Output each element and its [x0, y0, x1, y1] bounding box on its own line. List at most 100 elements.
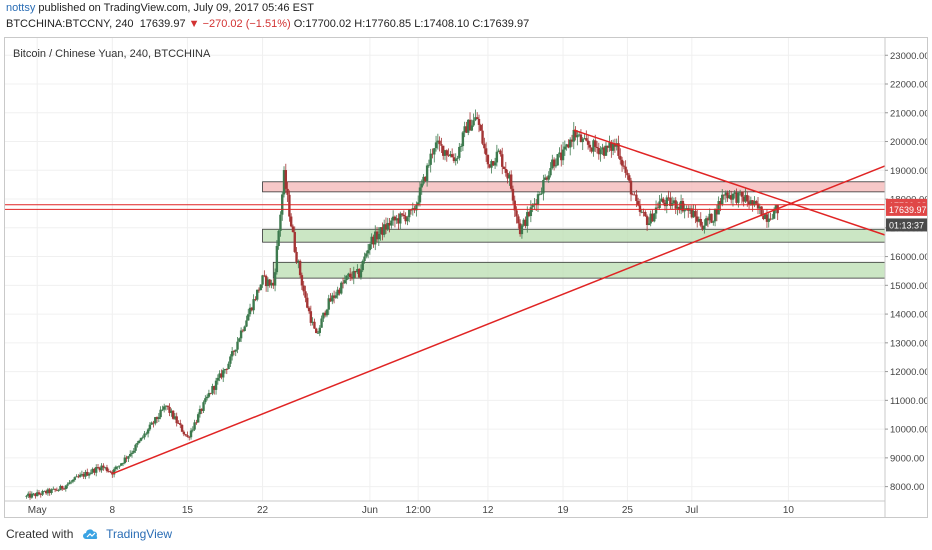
candle-body: [270, 282, 273, 286]
candle-body: [445, 150, 448, 156]
candle-body: [703, 225, 706, 230]
candle-body: [746, 195, 749, 202]
candle-body: [148, 424, 152, 430]
candle-body: [78, 474, 82, 477]
candle-body: [715, 209, 719, 215]
candle-body: [50, 489, 53, 493]
candle-body: [336, 289, 339, 296]
y-tick-0: 8000.00: [890, 482, 924, 493]
candle-body: [134, 444, 137, 451]
candle-body: [728, 195, 731, 199]
candle-body: [619, 155, 622, 160]
candle-body: [243, 326, 246, 331]
candle-body: [645, 216, 649, 225]
candle-body: [107, 471, 110, 472]
candle-body: [765, 214, 769, 222]
candle-body: [569, 139, 572, 148]
author-link[interactable]: nottsy: [6, 2, 36, 14]
tradingview-cloud-icon: [82, 529, 97, 540]
candle-body: [186, 435, 189, 437]
candle-body: [232, 351, 236, 352]
candle-body: [71, 479, 75, 482]
candle-body: [529, 207, 533, 216]
candle-body: [216, 377, 220, 381]
candle-body: [209, 393, 212, 394]
candle-body: [145, 433, 148, 435]
symbol-line: BTCCHINA:BTCCNY, 240 17639.97 ▼ −270.02 …: [6, 18, 529, 30]
candle-body: [712, 221, 715, 223]
candle-body: [438, 140, 441, 145]
candle-body: [302, 285, 305, 292]
price-badge-label-2: 01:13:37: [889, 220, 924, 230]
candle-body: [146, 429, 150, 434]
candle-body: [769, 218, 772, 220]
support-zone-2: [272, 261, 886, 279]
y-tick-5: 13000.00: [890, 338, 927, 349]
candle-body: [572, 129, 575, 142]
candle-body: [395, 218, 398, 221]
candle-body: [150, 422, 153, 425]
candle-body: [758, 206, 761, 209]
candle-body: [309, 311, 313, 323]
candle-body: [704, 218, 708, 226]
x-tick-4: Jun: [362, 505, 378, 516]
candle-body: [695, 216, 699, 222]
candle-body: [241, 330, 245, 332]
candle-body: [524, 219, 527, 227]
candle-body: [291, 226, 295, 233]
candle-body: [676, 206, 679, 209]
candle-body: [32, 493, 35, 495]
candle-body: [379, 227, 382, 235]
tradingview-brand[interactable]: TradingView: [106, 527, 173, 541]
y-tick-12: 20000.00: [890, 137, 927, 148]
candle-body: [214, 380, 218, 390]
candle-body: [109, 471, 112, 473]
candle-body: [25, 495, 28, 497]
candle-body: [159, 409, 162, 418]
candle-body: [91, 468, 94, 473]
candle-body: [442, 145, 445, 156]
candle-body: [452, 157, 456, 162]
candle-body: [179, 423, 182, 425]
footer: Created with TradingView: [6, 527, 172, 541]
candle-body: [248, 307, 252, 315]
candle-body: [53, 488, 57, 490]
chart-frame[interactable]: 8000.00 9000.00 10000.00 11000.00 12000.00 13…: [4, 37, 928, 518]
candle-body: [581, 138, 584, 143]
candle-body: [408, 209, 411, 218]
candle-body: [263, 275, 266, 277]
candle-body: [604, 145, 608, 156]
candle-body: [39, 494, 42, 495]
candlestick-chart[interactable]: 8000.00 9000.00 10000.00 11000.00 12000.00 13…: [5, 38, 927, 517]
candle-body: [137, 440, 141, 443]
x-tick-6: 12: [482, 505, 494, 516]
candle-body: [588, 144, 592, 148]
candle-body: [536, 194, 540, 206]
candle-body: [772, 209, 776, 219]
candle-body: [635, 194, 638, 202]
candle-body: [538, 194, 541, 195]
ohlc-values: O:17700.02 H:17760.85 L:17408.10 C:17639…: [293, 18, 530, 30]
candle-body: [96, 467, 100, 468]
candle-body: [518, 223, 522, 235]
candle-body: [755, 201, 758, 204]
candle-body: [391, 216, 395, 221]
candle-body: [753, 201, 756, 206]
candle-body: [252, 299, 255, 311]
candle-body: [640, 211, 643, 213]
candle-body: [699, 219, 702, 226]
candle-body: [89, 472, 93, 474]
candle-body: [318, 327, 321, 333]
candle-body: [82, 474, 85, 477]
candle-body: [293, 232, 296, 252]
candle-body: [68, 482, 71, 485]
candle-body: [701, 225, 704, 230]
candle-body: [450, 154, 454, 158]
candle-body: [629, 180, 633, 195]
candle-body: [311, 321, 314, 323]
candle-body: [649, 213, 652, 224]
candle-body: [261, 275, 264, 285]
candle-body: [59, 485, 62, 491]
candle-body: [377, 234, 381, 240]
candle-body: [560, 152, 563, 161]
